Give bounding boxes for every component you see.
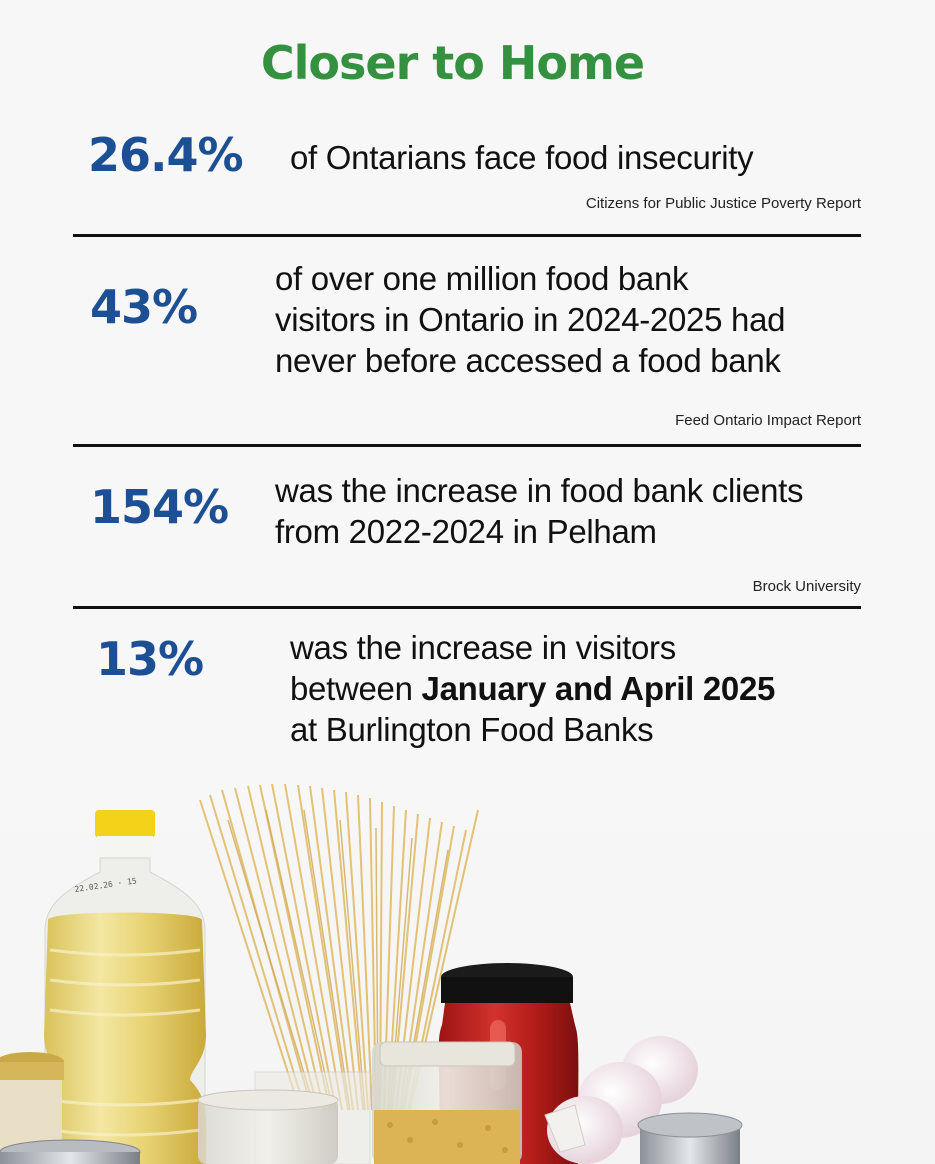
stat-description: of Ontarians face food insecurity — [290, 139, 754, 176]
divider — [73, 234, 861, 237]
tin-can — [0, 1139, 141, 1164]
stat-description-line: of over one million food bank — [275, 260, 689, 297]
stat-number: 13% — [96, 632, 204, 686]
stat-number: 26.4% — [88, 128, 244, 182]
stat-description: was the increase in visitors between Jan… — [290, 627, 775, 750]
divider — [73, 606, 861, 609]
stat-source: Brock University — [752, 578, 861, 595]
divider — [73, 444, 861, 447]
grain-jar — [372, 1041, 522, 1164]
stat-description: was the increase in food bank clients fr… — [275, 470, 804, 552]
stat-description: of over one million food bank visitors i… — [275, 258, 785, 381]
stat-source: Feed Ontario Impact Report — [675, 412, 861, 429]
stat-number: 154% — [90, 480, 229, 534]
stat-description-line: was the increase in food bank clients — [275, 472, 804, 509]
stat-description-text: between — [290, 670, 422, 707]
pantry-food-photo: 22.02.26 · 15 — [0, 780, 935, 1164]
stat-description-line: from 2022-2024 in Pelham — [275, 513, 657, 550]
stat-description-emphasis: January and April 2025 — [421, 670, 776, 707]
oil-bottle: 22.02.26 · 15 — [43, 810, 207, 1164]
stat-description-line: never before accessed a food bank — [275, 342, 781, 379]
stat-description-line: visitors in Ontario in 2024-2025 had — [275, 301, 786, 338]
stat-description-line: between January and April 2025 — [290, 668, 775, 709]
tin-can — [637, 1112, 743, 1164]
stat-number: 43% — [90, 280, 198, 334]
stat-source: Citizens for Public Justice Poverty Repo… — [585, 195, 861, 212]
stat-description-line: at Burlington Food Banks — [290, 711, 654, 748]
empty-glass-jar — [197, 1089, 339, 1164]
garlic — [544, 1036, 698, 1164]
stat-description-line: was the increase in visitors — [290, 629, 676, 666]
page-title: Closer to Home — [260, 36, 645, 90]
